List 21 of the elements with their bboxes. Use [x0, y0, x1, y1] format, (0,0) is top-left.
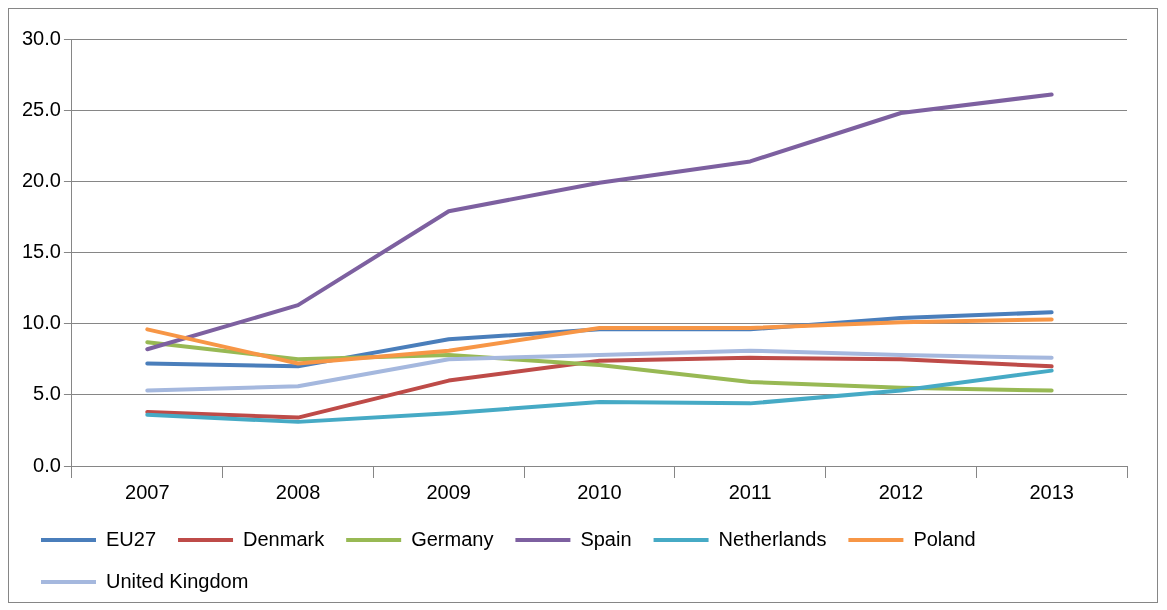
legend-label: Germany — [411, 527, 494, 550]
x-tick-label: 2012 — [878, 480, 924, 503]
legend-label: Poland — [913, 527, 976, 550]
legend-label: Netherlands — [718, 527, 827, 550]
x-tick-label: 2011 — [728, 480, 772, 503]
y-tick-label: 20.0 — [21, 168, 61, 191]
y-tick-label: 30.0 — [21, 26, 61, 49]
legend-label: United Kingdom — [106, 569, 249, 592]
x-tick-label: 2009 — [426, 480, 471, 503]
legend-label: Spain — [580, 527, 632, 550]
y-tick-label: 5.0 — [33, 382, 61, 405]
y-tick-label: 25.0 — [21, 97, 61, 120]
x-tick-label: 2010 — [577, 480, 622, 503]
legend-label: EU27 — [106, 527, 157, 550]
y-tick-label: 15.0 — [21, 240, 61, 263]
x-tick-label: 2007 — [125, 480, 170, 503]
x-tick-label: 2013 — [1029, 480, 1074, 503]
y-tick-label: 10.0 — [21, 311, 61, 334]
legend-label: Denmark — [243, 527, 326, 550]
x-tick-label: 2008 — [275, 480, 321, 503]
y-tick-label: 0.0 — [33, 453, 61, 476]
